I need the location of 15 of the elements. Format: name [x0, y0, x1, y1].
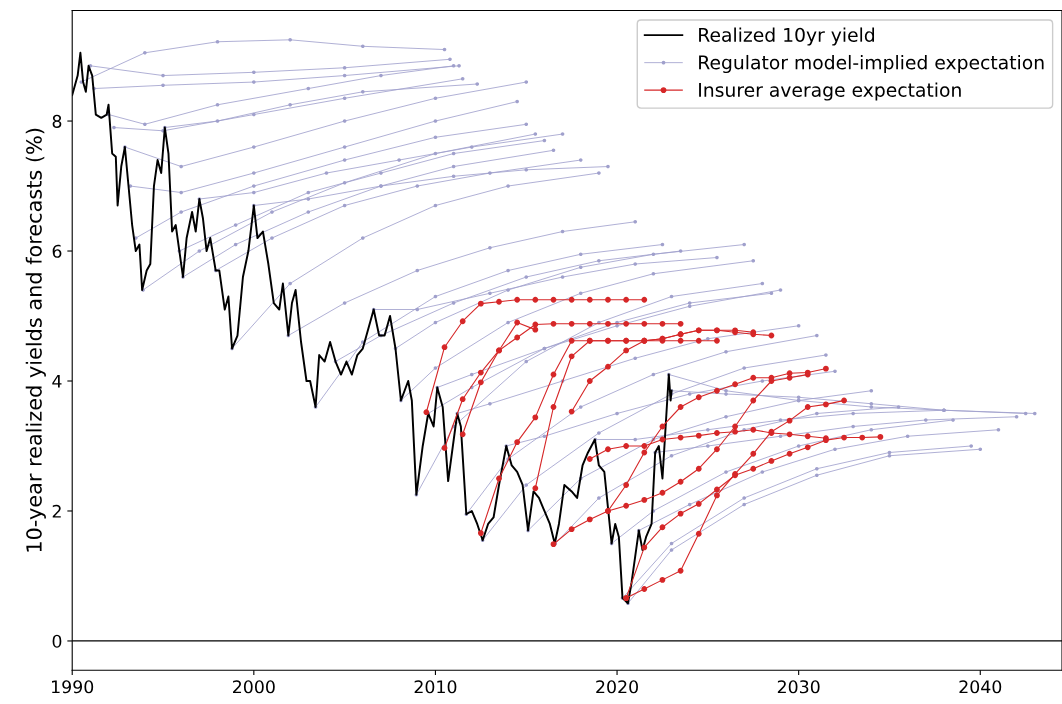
y-tick-label: 8 — [52, 114, 62, 128]
legend-label: Regulator model-implied expectation — [699, 54, 1044, 74]
x-tick-label: 2000 — [233, 680, 275, 694]
y-tick-label: 2 — [52, 504, 61, 518]
legend-label: Realized 10yr yield — [699, 27, 875, 46]
x-tick-label: 2020 — [596, 680, 638, 694]
y-tick-label: 0 — [52, 634, 62, 648]
x-tick-label: 1990 — [52, 680, 94, 694]
y-tick-label: 6 — [52, 244, 62, 258]
y-tick-label: 4 — [52, 374, 62, 388]
x-tick-label: 2040 — [959, 680, 1002, 694]
x-tick-label: 2010 — [414, 680, 457, 694]
x-tick-label: 2030 — [777, 680, 820, 694]
y-axis-title: 10-year realized yields and forecasts (%) — [25, 128, 46, 552]
legend-label: Insurer average expectation — [699, 82, 961, 101]
